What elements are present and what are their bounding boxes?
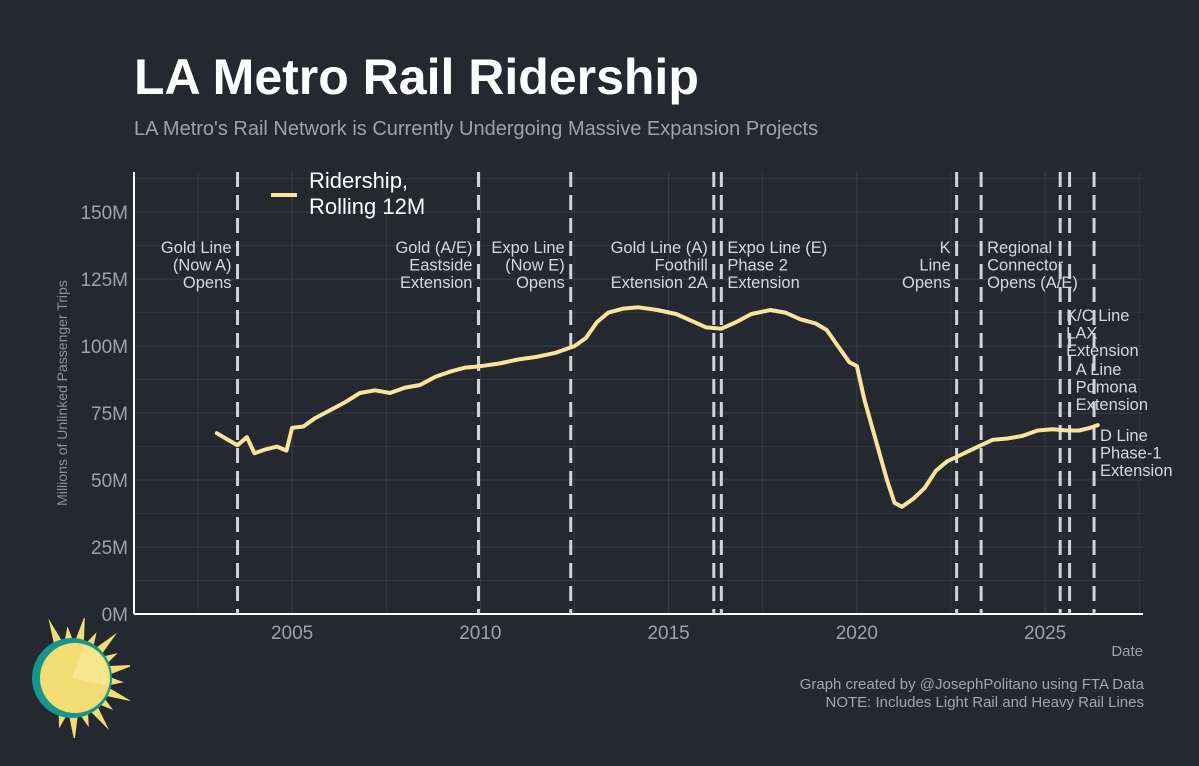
y-axis-title: Millions of Unlinked Passenger Trips [54,280,70,506]
event-label-line: Expo Line (E) [727,239,827,257]
event-label-line: Opens (A/E) [987,274,1078,292]
y-tick-label: 125M [80,270,128,291]
event-label-line: Foothill [655,257,708,275]
event-label-line: Extension [1100,462,1172,480]
event-label: A Line Pomona Extension [1076,361,1148,414]
sun-highlight [72,645,109,686]
event-label-line: Opens [516,274,565,292]
event-label-line: Regional [987,239,1052,257]
event-label-line: Opens [183,274,232,292]
event-label-line: LAX [1066,325,1097,343]
event-label-line: A Line [1076,361,1122,379]
event-label-line: Extension [400,274,472,292]
sun-rays [48,618,130,738]
x-tick-label: 2015 [647,623,689,644]
legend: Ridership, Rolling 12M [271,168,425,219]
event-label-line: D Line [1100,427,1148,445]
y-tick-label: 50M [91,471,128,492]
ridership-series-line [214,305,1100,509]
event-label-line: Extension [727,274,799,292]
event-label-line: Gold Line (A) [611,239,708,257]
legend-label-line: Rolling 12M [309,194,425,219]
event-label-line: Extension [1076,396,1148,414]
event-label: Expo Line (Now E) Opens [491,239,564,292]
x-tick-label: 2005 [271,623,313,644]
event-label-line: Gold (A/E) [395,239,472,257]
event-label-line: K [940,239,951,257]
event-label: Gold Line (Now A) Opens [161,239,232,292]
event-label-line: Eastside [409,257,472,275]
event-label: Gold Line (A) Foothill Extension 2A [611,239,708,292]
x-tick-label: 2020 [836,623,878,644]
y-tick-label: 25M [91,538,128,559]
event-label-line: K/C Line [1066,307,1129,325]
legend-label-ridership: Ridership, Rolling 12M [309,168,425,219]
event-label-line: Gold Line [161,239,232,257]
y-tick-label: 0M [102,605,128,626]
event-label: Regional Connector Opens (A/E) [987,239,1078,292]
y-tick-label: 150M [80,203,128,224]
sun-icon [32,618,130,738]
y-tick-label: 100M [80,337,128,358]
chart-title: LA Metro Rail Ridership [134,49,699,105]
caption-credit: Graph created by @JosephPolitano using F… [799,676,1144,693]
chart-subtitle: LA Metro's Rail Network is Currently Und… [134,118,819,140]
event-label-line: Connector [987,257,1064,275]
legend-label-line: Ridership, [309,168,408,193]
event-label: K Line Opens [902,239,951,292]
event-label-line: Pomona [1076,379,1138,397]
event-label-line: Extension 2A [611,274,708,292]
event-label-line: Extension [1066,342,1138,360]
event-label: K/C Line LAX Extension [1066,307,1138,360]
event-label-line: Expo Line [491,239,564,257]
event-label: D Line Phase-1 Extension [1100,427,1172,480]
event-label-line: Opens [902,274,951,292]
event-label-line: (Now A) [173,257,232,275]
caption-note: NOTE: Includes Light Rail and Heavy Rail… [825,694,1145,711]
x-tick-label: 2010 [459,623,501,644]
x-axis-title: Date [1111,643,1143,660]
x-tick-label: 2025 [1024,623,1066,644]
y-tick-label: 75M [91,404,128,425]
event-label: Gold (A/E) Eastside Extension [395,239,472,292]
event-label: Expo Line (E) Phase 2 Extension [727,239,827,292]
event-label-line: Line [919,257,950,275]
event-label-line: Phase 2 [727,257,788,275]
event-label-line: (Now E) [505,257,565,275]
event-label-line: Phase-1 [1100,445,1161,463]
